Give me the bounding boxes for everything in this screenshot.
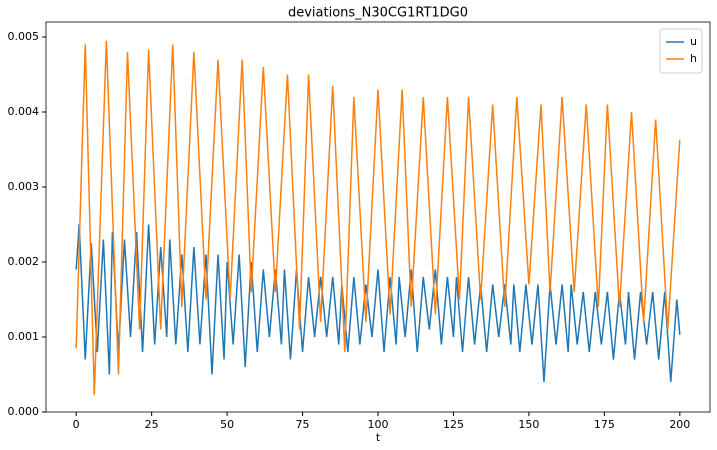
legend-label: u bbox=[690, 35, 697, 48]
chart-title: deviations_N30CG1RT1DG0 bbox=[288, 6, 468, 21]
y-tick-label: 0.004 bbox=[8, 105, 40, 118]
y-tick-label: 0.002 bbox=[8, 255, 40, 268]
series-line bbox=[75, 40, 681, 395]
y-tick-label: 0.005 bbox=[8, 30, 40, 43]
x-tick-label: 125 bbox=[443, 418, 464, 431]
y-tick-label: 0.001 bbox=[8, 330, 40, 343]
x-tick-label: 150 bbox=[518, 418, 539, 431]
x-tick-label: 0 bbox=[73, 418, 80, 431]
x-tick-label: 75 bbox=[296, 418, 310, 431]
x-axis-label: t bbox=[376, 431, 381, 444]
legend-label: h bbox=[690, 52, 697, 65]
x-tick-label: 200 bbox=[669, 418, 690, 431]
x-tick-label: 50 bbox=[220, 418, 234, 431]
x-tick-label: 25 bbox=[145, 418, 159, 431]
plot-frame bbox=[45, 21, 711, 413]
y-tick-label: 0.003 bbox=[8, 180, 40, 193]
legend-box bbox=[659, 28, 703, 74]
x-tick-label: 100 bbox=[368, 418, 389, 431]
x-tick-label: 175 bbox=[594, 418, 615, 431]
series-line bbox=[75, 224, 681, 383]
y-tick-label: 0.000 bbox=[8, 405, 40, 418]
